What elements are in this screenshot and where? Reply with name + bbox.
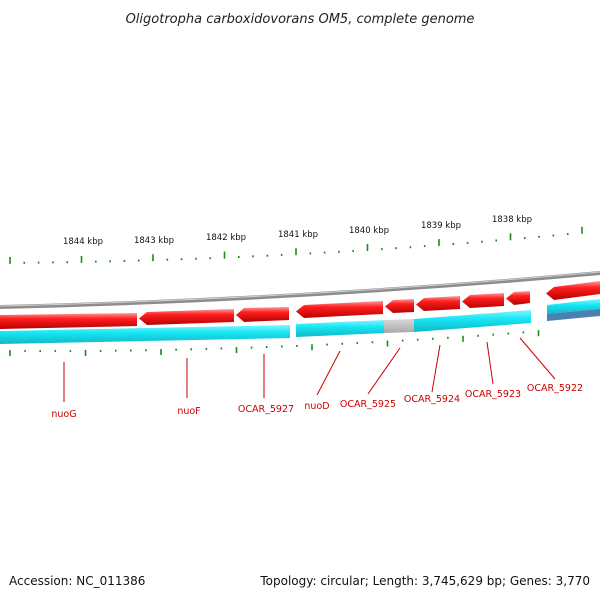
gene-arrow[interactable] — [296, 301, 383, 318]
genome-backbone-highlight — [0, 271, 600, 307]
kbp-label-1842: 1842 kbp — [206, 233, 246, 243]
kbp-label-1844: 1844 kbp — [63, 237, 103, 247]
topology-text: Topology: circular; Length: 3,745,629 bp… — [260, 574, 590, 588]
gene-label-nuoF[interactable]: nuoF — [177, 406, 200, 417]
leader-line — [431, 344, 441, 393]
kbp-label-1838: 1838 kbp — [492, 215, 532, 225]
gene-label-OCAR_5923[interactable]: OCAR_5923 — [465, 389, 521, 400]
gene-arrow[interactable] — [416, 296, 460, 311]
map-title: Oligotropha carboxidovorans OM5, complet… — [126, 12, 475, 27]
kbp-label-1839: 1839 kbp — [421, 221, 461, 231]
kbp-label-1843: 1843 kbp — [134, 236, 174, 246]
gene-arrow[interactable] — [139, 309, 234, 325]
gene-label-OCAR_5927[interactable]: OCAR_5927 — [238, 404, 294, 415]
inner-scale-ticks — [9, 330, 540, 357]
cds-block-dark[interactable] — [547, 309, 600, 321]
rna-block[interactable] — [384, 319, 414, 333]
leader-line — [367, 347, 401, 395]
kbp-scale-labels: 1844 kbp 1843 kbp 1842 kbp 1841 kbp 1840… — [63, 215, 532, 247]
gene-track-forward — [0, 281, 600, 329]
genome-backbone — [0, 271, 600, 309]
cds-track — [0, 299, 600, 344]
outer-scale-ticks — [9, 226, 583, 264]
gene-arrow[interactable] — [0, 313, 137, 329]
cds-block[interactable] — [0, 325, 290, 344]
gene-arrow[interactable] — [236, 307, 289, 322]
cds-block[interactable] — [296, 320, 384, 337]
leader-line — [519, 337, 556, 380]
kbp-label-1840: 1840 kbp — [349, 226, 389, 236]
accession-text: Accession: NC_011386 — [9, 574, 146, 588]
gene-labels: nuoG nuoF OCAR_5927 nuoD OCAR_5925 OCAR_… — [51, 383, 583, 420]
gene-arrow[interactable] — [546, 281, 600, 300]
gene-arrow[interactable] — [462, 293, 504, 308]
gene-label-nuoG[interactable]: nuoG — [51, 409, 76, 420]
gene-label-leaders — [63, 337, 556, 402]
kbp-label-1841: 1841 kbp — [278, 230, 318, 240]
gene-arrow[interactable] — [506, 291, 530, 305]
gene-label-OCAR_5925[interactable]: OCAR_5925 — [340, 399, 396, 410]
cds-block[interactable] — [414, 310, 531, 332]
leader-line — [316, 350, 341, 396]
gene-label-OCAR_5922[interactable]: OCAR_5922 — [527, 383, 583, 394]
gene-arrow[interactable] — [385, 299, 414, 313]
leader-line — [486, 341, 494, 385]
gene-label-OCAR_5924[interactable]: OCAR_5924 — [404, 394, 460, 405]
gene-label-nuoD[interactable]: nuoD — [304, 401, 329, 412]
